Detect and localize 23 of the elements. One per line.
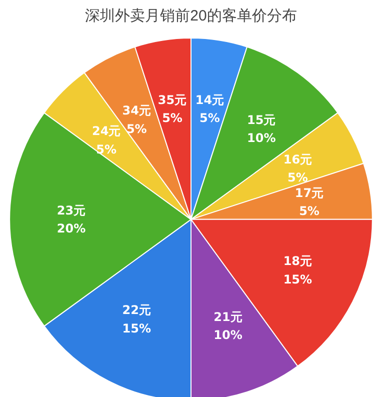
slice-label: 23元: [56, 203, 86, 218]
data-label: 5%: [288, 170, 308, 185]
slice-label: 16元: [283, 152, 312, 167]
data-label: 5%: [126, 122, 147, 136]
slice-label: 24元: [92, 124, 121, 138]
data-label: 15%: [122, 321, 152, 336]
data-label: 10%: [247, 130, 276, 145]
slice-label: 22元: [122, 303, 151, 318]
data-label: 10%: [214, 328, 242, 342]
data-label: 20%: [56, 222, 86, 236]
slice-label: 15元: [247, 112, 276, 127]
slice-label: 35元: [158, 92, 187, 107]
data-label: 5%: [299, 204, 320, 218]
data-label: 5%: [96, 142, 117, 156]
slice-label: 17元: [294, 186, 324, 200]
slice-label: 34元: [122, 104, 151, 118]
data-label: 5%: [200, 110, 220, 125]
slice-label: 14元: [195, 92, 224, 107]
chart-title: 深圳外卖月销前20的客单价分布: [85, 8, 297, 24]
slice-label: 18元: [283, 254, 312, 268]
data-label: 15%: [283, 272, 312, 286]
data-label: 5%: [162, 110, 182, 125]
slice-label: 21元: [214, 310, 242, 324]
